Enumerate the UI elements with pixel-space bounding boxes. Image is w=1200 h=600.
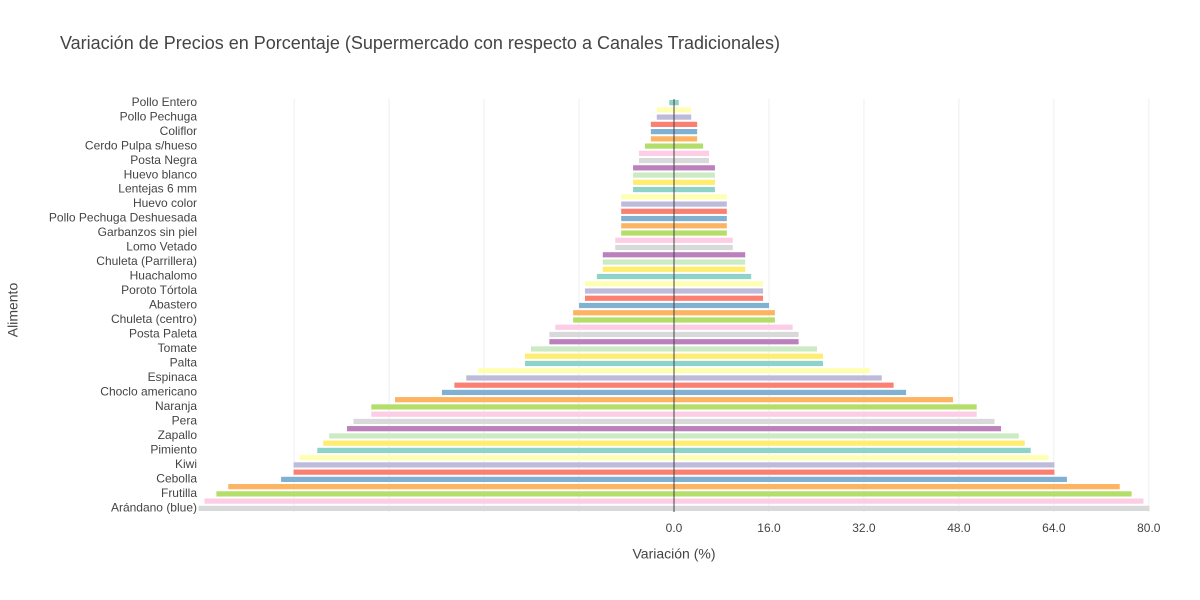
chart-title: Variación de Precios en Porcentaje (Supe… — [60, 33, 780, 53]
x-tick-label: 80.0 — [1137, 521, 1161, 535]
x-tick-label: 32.0 — [852, 521, 876, 535]
y-tick-label: Naranja — [155, 399, 197, 413]
y-tick-label: Kiwi — [175, 457, 197, 471]
y-tick-label: Chuleta (centro) — [111, 312, 197, 326]
y-tick-label: Chuleta (Parrillera) — [96, 254, 197, 268]
y-tick-label: Frutilla — [161, 486, 197, 500]
y-tick-label: Huevo color — [133, 196, 197, 210]
y-tick-label: Pera — [172, 414, 198, 428]
y-tick-label: Huevo blanco — [124, 167, 198, 181]
x-tick-label: 64.0 — [1042, 521, 1066, 535]
y-tick-label: Posta Negra — [130, 153, 197, 167]
y-tick-label: Cerdo Pulpa s/hueso — [85, 138, 197, 152]
y-tick-label: Palta — [170, 356, 198, 370]
y-axis-label: Alimento — [5, 283, 21, 338]
y-tick-label: Lomo Vetado — [126, 240, 197, 254]
y-tick-label: Choclo americano — [100, 385, 197, 399]
y-tick-label: Tomate — [158, 341, 198, 355]
y-tick-label: Abastero — [149, 298, 197, 312]
y-tick-label: Pollo Pechuga Deshuesada — [49, 211, 197, 225]
y-tick-label: Cebolla — [156, 472, 197, 486]
y-tick-label: Arándano (blue) — [111, 501, 197, 515]
y-tick-label: Espinaca — [148, 370, 198, 384]
y-tick-label: Garbanzos sin piel — [98, 225, 197, 239]
y-tick-label: Pollo Entero — [132, 95, 198, 109]
x-axis-label: Variación (%) — [633, 546, 716, 562]
x-tick-label: 48.0 — [947, 521, 971, 535]
y-tick-label: Pimiento — [150, 443, 197, 457]
y-tick-label: Poroto Tórtola — [121, 283, 197, 297]
y-tick-label: Pollo Pechuga — [120, 109, 198, 123]
y-tick-label: Coliflor — [160, 124, 197, 138]
y-tick-label: Lentejas 6 mm — [118, 182, 197, 196]
y-tick-label: Zapallo — [158, 428, 198, 442]
y-tick-label: Huachalomo — [130, 269, 198, 283]
y-tick-label: Posta Paleta — [129, 327, 197, 341]
x-tick-label: 0.0 — [666, 521, 683, 535]
x-tick-label: 16.0 — [757, 521, 781, 535]
